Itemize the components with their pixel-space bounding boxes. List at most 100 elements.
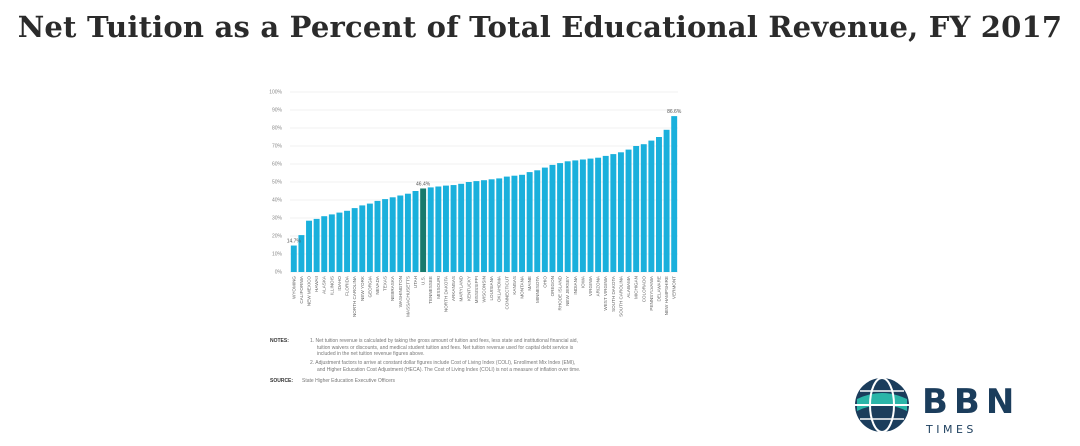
- x-tick-label: WEST VIRGINIA: [603, 275, 608, 311]
- x-tick-label: NEW YORK: [360, 275, 365, 301]
- y-tick-label: 80%: [272, 126, 283, 132]
- x-tick-label: U.S.: [421, 276, 426, 285]
- x-tick-label: ARKANSAS: [451, 276, 456, 301]
- notes-label: NOTES:: [270, 338, 289, 344]
- bar: [625, 149, 632, 272]
- x-tick-label: NORTH CAROLINA: [352, 275, 357, 317]
- bar: [557, 163, 564, 272]
- y-tick-label: 60%: [272, 162, 283, 168]
- x-tick-label: IDAHO: [337, 276, 342, 291]
- data-label: 86.6%: [667, 109, 682, 115]
- globe-icon: [855, 377, 909, 433]
- x-tick-label: CONNECTICUT: [504, 276, 509, 310]
- x-tick-label: MAINE: [527, 276, 532, 291]
- note-line: and Higher Education Cost Adjustment (HE…: [317, 366, 581, 373]
- bar: [503, 176, 510, 272]
- bar: [511, 175, 518, 272]
- bar: [359, 205, 366, 272]
- x-tick-label: WISCONSIN: [482, 276, 487, 303]
- bar: [587, 158, 594, 272]
- bar: [351, 208, 358, 272]
- x-tick-label: MISSOURI: [436, 276, 441, 299]
- x-tick-label: MARYLAND: [459, 275, 464, 301]
- y-tick-label: 70%: [272, 144, 283, 150]
- bar: [336, 212, 343, 272]
- note-line: 2. Adjustment factors to arrive at const…: [310, 360, 576, 366]
- x-tick-label: MISSISSIPPI: [474, 276, 479, 303]
- x-tick-label: FLORIDA: [345, 275, 350, 296]
- logo-wordmark: BBN: [922, 382, 1020, 422]
- bar: [541, 167, 548, 272]
- x-tick-label: NORTH DAKOTA: [443, 275, 448, 312]
- x-tick-label: VIRGINIA: [588, 275, 593, 296]
- bar: [481, 180, 487, 272]
- x-tick-label: CALIFORNIA: [299, 275, 304, 304]
- y-tick-label: 90%: [272, 108, 283, 114]
- x-tick-label: SOUTH DAKOTA: [611, 275, 616, 312]
- y-tick-label: 0%: [275, 270, 283, 276]
- bar: [420, 188, 427, 272]
- bar: [526, 172, 533, 272]
- bar: [298, 235, 305, 272]
- chart-bars: [290, 116, 678, 272]
- note-line: 1. Net tuition revenue is calculated by …: [310, 338, 578, 344]
- bar: [648, 140, 655, 272]
- bbn-times-logo: BBN T I M E S: [855, 377, 1020, 436]
- source-text: State Higher Education Executive Officer…: [302, 378, 396, 384]
- bar: [458, 183, 465, 272]
- bar: [328, 214, 335, 272]
- x-tick-label: GEORGIA: [367, 275, 372, 297]
- bar: [656, 137, 662, 272]
- bar: [306, 220, 312, 272]
- x-tick-label: ILLINOIS: [329, 276, 334, 295]
- bar: [534, 170, 541, 272]
- x-tick-label: INDIANA: [573, 275, 578, 295]
- bar: [374, 200, 381, 272]
- x-tick-label: KANSAS: [512, 276, 517, 295]
- y-tick-label: 50%: [272, 180, 283, 186]
- x-tick-label: OKLAHOMA: [497, 275, 502, 302]
- logo-tagline: T I M E S: [925, 423, 973, 436]
- bar: [321, 216, 328, 272]
- x-tick-label: LOUISIANA: [489, 275, 494, 300]
- bar: [473, 181, 480, 272]
- x-tick-label: MINNESOTA: [535, 275, 540, 303]
- x-tick-label: WASHINGTON: [398, 276, 403, 307]
- bar: [617, 152, 624, 272]
- x-tick-label: DELAWARE: [656, 276, 661, 301]
- x-tick-label: SOUTH CAROLINA: [618, 275, 623, 317]
- x-tick-label: TENNESSEE: [428, 276, 433, 304]
- x-tick-label: MASSACHUSETTS: [405, 276, 410, 317]
- bar: [344, 210, 351, 272]
- x-tick-label: NEW HAMPSHIRE: [664, 276, 669, 315]
- bar: [671, 116, 678, 272]
- bar: [640, 144, 647, 272]
- data-label: 14.7%: [287, 239, 302, 245]
- y-tick-label: 10%: [272, 252, 283, 258]
- page-title: Net Tuition as a Percent of Total Educat…: [17, 10, 1063, 44]
- y-tick-label: 30%: [272, 216, 283, 222]
- bar: [427, 187, 434, 272]
- x-axis-labels: WYOMING CALIFORNIA NEW MEXICO HAWAII ALASKA I…: [291, 275, 676, 317]
- bar: [602, 155, 609, 272]
- x-tick-label: HAWAII: [314, 276, 319, 292]
- x-tick-label: KENTUCKY: [466, 276, 471, 301]
- y-axis-ticks: 0% 10% 20% 30% 40% 50% 60% 70% 80% 90% 100%: [269, 90, 282, 276]
- bar: [382, 199, 389, 272]
- x-tick-label: MONTANA: [520, 275, 525, 299]
- bar: [610, 154, 617, 272]
- bar: [663, 129, 670, 272]
- bar: [488, 179, 495, 272]
- source-label: SOURCE:: [270, 378, 294, 384]
- bar: [313, 218, 320, 272]
- bar: [549, 164, 556, 272]
- bar: [633, 146, 640, 272]
- x-tick-label: OHIO: [542, 276, 547, 288]
- x-tick-label: OREGON: [550, 276, 555, 296]
- y-tick-label: 20%: [272, 234, 283, 240]
- bar: [595, 157, 602, 272]
- x-tick-label: NEBRASKA: [390, 275, 395, 301]
- data-label: 46.4%: [416, 181, 431, 187]
- bar: [397, 195, 404, 272]
- bar: [442, 185, 449, 272]
